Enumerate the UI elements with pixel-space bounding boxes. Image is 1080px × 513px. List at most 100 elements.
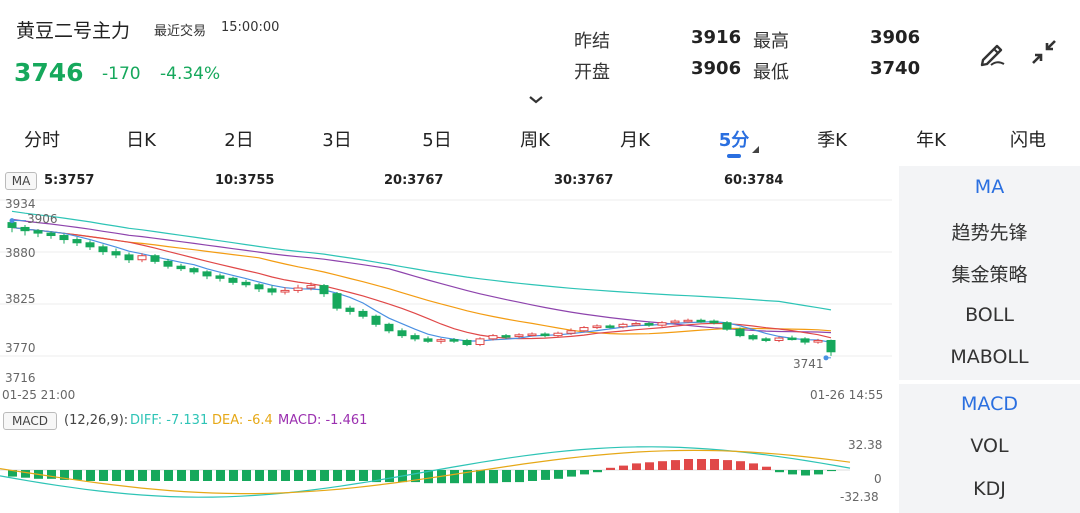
candle[interactable] xyxy=(475,337,485,347)
candle[interactable] xyxy=(813,338,823,344)
candle[interactable] xyxy=(332,292,342,311)
tab-9[interactable]: 年K xyxy=(916,130,946,151)
candle[interactable] xyxy=(163,258,173,269)
open-value: 3906 xyxy=(691,58,742,79)
candle[interactable] xyxy=(345,305,355,315)
macd-bar xyxy=(385,470,394,483)
draw-pen-icon[interactable] xyxy=(977,36,1009,68)
indicator-sub-2[interactable]: KDJ xyxy=(973,478,1006,500)
indicator-main-2[interactable]: 集金策略 xyxy=(951,264,1028,286)
candle[interactable] xyxy=(605,324,615,329)
candle[interactable] xyxy=(670,319,680,325)
candle[interactable] xyxy=(59,233,69,244)
candle[interactable] xyxy=(46,231,56,239)
indicator-sub-1[interactable]: VOL xyxy=(970,435,1009,457)
candle[interactable] xyxy=(111,248,121,259)
candle[interactable] xyxy=(358,308,368,319)
indicator-main-4[interactable]: MABOLL xyxy=(950,346,1029,368)
candle[interactable] xyxy=(488,334,498,341)
candle[interactable] xyxy=(176,263,186,272)
candle[interactable] xyxy=(631,321,641,326)
candle[interactable] xyxy=(501,334,511,339)
candle[interactable] xyxy=(618,322,628,329)
price-axis-label: 3770 xyxy=(5,341,36,355)
collapse-icon[interactable] xyxy=(1028,36,1060,68)
candle[interactable] xyxy=(137,253,147,263)
indicator-main-1[interactable]: 趋势先锋 xyxy=(951,222,1028,244)
tab-0[interactable]: 分时 xyxy=(24,130,60,151)
tab-1[interactable]: 日K xyxy=(126,130,156,151)
candle[interactable] xyxy=(319,283,329,297)
candle[interactable] xyxy=(228,276,238,285)
candle[interactable] xyxy=(280,287,290,295)
candle[interactable] xyxy=(371,314,381,327)
candle[interactable] xyxy=(150,254,160,264)
indicator-main-3[interactable]: BOLL xyxy=(965,304,1014,326)
candle[interactable] xyxy=(644,321,654,327)
tab-3[interactable]: 3日 xyxy=(322,130,352,151)
chevron-down-icon[interactable] xyxy=(528,90,544,104)
macd-bar xyxy=(684,459,693,470)
candle[interactable] xyxy=(267,285,277,296)
candle[interactable] xyxy=(293,284,303,293)
ma60-line xyxy=(11,210,832,311)
indicator-sub-0[interactable]: MACD xyxy=(961,393,1018,415)
candle[interactable] xyxy=(85,240,95,251)
candle[interactable] xyxy=(423,336,433,343)
candle[interactable] xyxy=(306,282,316,291)
candle[interactable] xyxy=(722,321,732,331)
candle[interactable] xyxy=(215,273,225,282)
open-label: 开盘 xyxy=(574,62,610,83)
ma-indicator-badge[interactable]: MA xyxy=(5,172,37,190)
macd-indicator-badge[interactable]: MACD xyxy=(3,412,57,430)
candle[interactable] xyxy=(787,335,797,341)
candle[interactable] xyxy=(761,337,771,343)
candle[interactable] xyxy=(540,332,550,338)
ma10-line xyxy=(11,226,832,340)
candle[interactable] xyxy=(98,244,108,255)
tab-dropdown-icon[interactable] xyxy=(752,146,759,153)
candle[interactable] xyxy=(826,339,836,356)
candle[interactable] xyxy=(514,333,524,339)
candle[interactable] xyxy=(462,338,472,347)
candle[interactable] xyxy=(800,337,810,345)
candle[interactable] xyxy=(553,331,563,338)
candle[interactable] xyxy=(436,338,446,344)
macd-bar xyxy=(723,460,732,470)
macd-chart[interactable] xyxy=(0,436,892,508)
candle[interactable] xyxy=(592,324,602,330)
candle[interactable] xyxy=(774,336,784,343)
tab-7[interactable]: 5分 xyxy=(718,130,750,151)
candle[interactable] xyxy=(735,327,745,338)
candle[interactable] xyxy=(124,252,134,263)
candle[interactable] xyxy=(397,328,407,339)
candle[interactable] xyxy=(241,279,251,288)
candle[interactable] xyxy=(579,325,589,333)
tab-2[interactable]: 2日 xyxy=(224,130,254,151)
candle[interactable] xyxy=(527,332,537,337)
tab-8[interactable]: 季K xyxy=(817,130,847,151)
candlestick-chart[interactable] xyxy=(0,192,892,392)
candle[interactable] xyxy=(748,334,758,341)
candle[interactable] xyxy=(33,229,43,238)
candle[interactable] xyxy=(566,328,576,335)
tab-4[interactable]: 5日 xyxy=(422,130,452,151)
candle[interactable] xyxy=(449,338,459,343)
macd-bar xyxy=(216,470,225,481)
candle[interactable] xyxy=(709,319,719,325)
tab-10[interactable]: 闪电 xyxy=(1010,130,1046,151)
candle[interactable] xyxy=(189,267,199,275)
candle[interactable] xyxy=(410,333,420,342)
candle[interactable] xyxy=(683,318,693,323)
candle[interactable] xyxy=(202,270,212,280)
candle[interactable] xyxy=(254,283,264,293)
candle[interactable] xyxy=(696,318,706,323)
candle[interactable] xyxy=(384,322,394,334)
candle[interactable] xyxy=(72,237,82,247)
tab-5[interactable]: 周K xyxy=(520,130,550,151)
macd-bar xyxy=(359,470,368,481)
indicator-main-0[interactable]: MA xyxy=(974,176,1005,198)
tab-6[interactable]: 月K xyxy=(620,130,650,151)
candle[interactable] xyxy=(20,225,30,236)
candle[interactable] xyxy=(657,321,667,327)
